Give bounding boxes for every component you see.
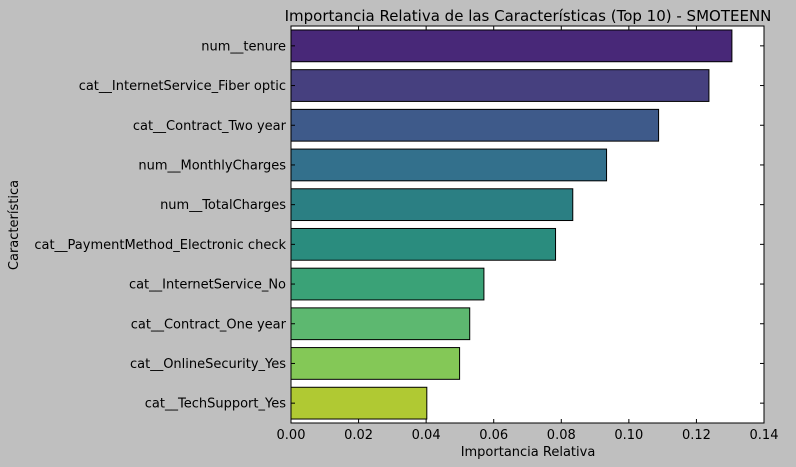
bar [290,267,485,301]
bars [290,29,733,420]
x-tick-label: 0.08 [547,428,576,443]
bar [290,188,574,222]
bar [290,69,710,102]
y-tick-label: cat__Contract_One year [131,317,287,332]
y-tick-label: cat__InternetService_No [129,278,286,293]
bar [290,347,461,380]
plot-frame [290,25,765,424]
x-tick-label: 0.04 [412,428,441,443]
y-axis-title: Característica [7,180,22,270]
x-tick-label: 0.00 [277,428,306,443]
y-tick-labels: num__tenure cat__InternetService_Fiber op… [34,39,764,412]
bar [290,148,608,182]
y-tick-label: num__MonthlyCharges [138,158,286,173]
x-axis-title: Importancia Relativa [461,445,596,460]
y-tick-label: cat__TechSupport_Yes [145,397,286,412]
y-tick-label: cat__InternetService_Fiber optic [79,79,286,94]
y-tick-label: cat__OnlineSecurity_Yes [130,357,286,372]
bar [290,307,471,341]
x-tick-label: 0.02 [344,428,373,443]
y-tick-label: cat__PaymentMethod_Electronic check [34,238,286,253]
x-tick-label: 0.10 [614,428,643,443]
x-tick-label: 0.14 [750,428,779,443]
y-tick-label: num__tenure [201,39,286,54]
bar [290,386,428,420]
y-tick-label: num__TotalCharges [160,198,286,213]
bar [290,108,660,142]
chart-title: Importancia Relativa de las Característi… [285,7,772,25]
y-tick-label: cat__Contract_Two year [133,119,287,134]
x-ticks: 0.00 0.02 0.04 0.06 0.08 0.10 0.12 0.14 [277,26,779,443]
x-tick-label: 0.06 [479,428,508,443]
bar [290,29,733,63]
x-tick-label: 0.12 [682,428,711,443]
bar [290,227,557,261]
